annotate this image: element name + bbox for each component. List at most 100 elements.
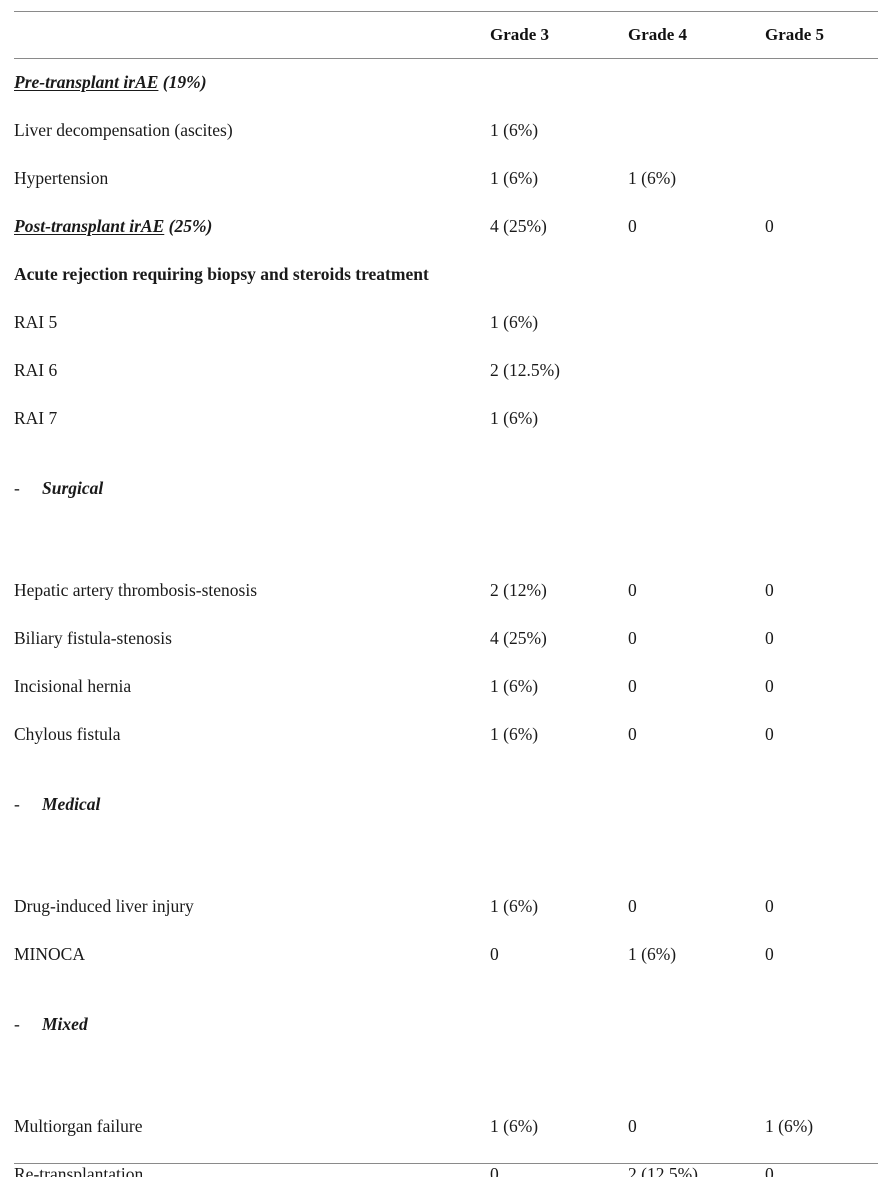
section-header-label: Post-transplant irAE (25%) [0, 202, 476, 250]
row-label: Liver decompensation (ascites) [14, 119, 233, 140]
table-row: Post-transplant irAE (25%) 4 (25%) 0 0 [0, 202, 895, 250]
cell-grade-3: 1 (6%) [490, 675, 539, 696]
row-label: Multiorgan failure [14, 1115, 143, 1136]
table-spacer-row [0, 512, 895, 566]
cell-grade-4: 1 (6%) [628, 167, 677, 188]
cell-grade-4 [614, 346, 751, 394]
cell-grade-4 [614, 250, 751, 298]
cell-grade-4: 0 [628, 627, 637, 648]
table-spacer-row [0, 828, 895, 882]
table-row: RAI 6 2 (12.5%) [0, 346, 895, 394]
cell-grade-5: 0 [765, 723, 774, 744]
row-label: Re-transplantation [14, 1163, 144, 1177]
cell-grade-5: 0 [765, 1163, 774, 1177]
table-bottom-rule [14, 1163, 878, 1164]
cell-grade-3: 4 (25%) [490, 627, 547, 648]
table-row: Multiorgan failure 1 (6%) 0 1 (6%) [0, 1102, 895, 1150]
table-row: Hypertension 1 (6%) 1 (6%) [0, 154, 895, 202]
cell-grade-5: 0 [765, 943, 774, 964]
column-header-label [0, 12, 476, 58]
table-row: Pre-transplant irAE (19%) [0, 58, 895, 106]
cell-grade-4 [614, 58, 751, 106]
cell-grade-5: 1 (6%) [765, 1115, 814, 1136]
cell-grade-3: 1 (6%) [490, 1115, 539, 1136]
adverse-events-table: Grade 3 Grade 4 Grade 5 Pre-transplant i… [0, 12, 895, 1177]
cell-grade-5 [751, 394, 895, 442]
row-label: RAI 5 [14, 311, 58, 332]
section-title: Post-transplant irAE [14, 215, 165, 236]
cell-grade-5: 0 [765, 627, 774, 648]
table-body: Pre-transplant irAE (19%) Liver decompens… [0, 58, 895, 1177]
row-label: RAI 7 [14, 407, 58, 428]
cell-grade-3 [476, 250, 614, 298]
bullet-title: Mixed [42, 1013, 88, 1034]
cell-grade-5 [751, 106, 895, 154]
table-header: Grade 3 Grade 4 Grade 5 [0, 12, 895, 58]
subsection-title: Acute rejection requiring biopsy and ste… [14, 263, 429, 284]
table-spacer-row [0, 758, 895, 780]
cell-grade-4: 0 [628, 215, 637, 236]
cell-grade-3: 4 (25%) [490, 215, 547, 236]
cell-grade-5 [751, 1000, 895, 1048]
row-label: Hypertension [14, 167, 109, 188]
cell-grade-3: 1 (6%) [490, 311, 539, 332]
cell-grade-4 [614, 464, 751, 512]
table-row: Drug-induced liver injury 1 (6%) 0 0 [0, 882, 895, 930]
column-header-grade-3: Grade 3 [490, 25, 550, 44]
cell-grade-3: 2 (12.5%) [490, 359, 560, 380]
cell-grade-3 [476, 58, 614, 106]
cell-grade-3 [476, 1000, 614, 1048]
cell-grade-3: 1 (6%) [490, 167, 539, 188]
cell-grade-4 [614, 394, 751, 442]
cell-grade-5 [751, 154, 895, 202]
cell-grade-4 [614, 106, 751, 154]
bullet-dash-marker: - [14, 1013, 20, 1034]
cell-grade-3: 1 (6%) [490, 119, 539, 140]
cell-grade-5 [751, 298, 895, 346]
cell-grade-4: 0 [628, 1115, 637, 1136]
cell-grade-5 [751, 58, 895, 106]
table-row: Re-transplantation 0 2 (12.5%) 0 [0, 1150, 895, 1177]
table-spacer-row [0, 1048, 895, 1102]
row-label: Incisional hernia [14, 675, 132, 696]
bullet-header-label: - Medical [0, 780, 476, 828]
section-percentage: (25%) [164, 215, 213, 236]
cell-grade-5 [751, 250, 895, 298]
cell-grade-3: 1 (6%) [490, 895, 539, 916]
table-row: Liver decompensation (ascites) 1 (6%) [0, 106, 895, 154]
bullet-header-label: - Mixed [0, 1000, 476, 1048]
bullet-header-label: - Surgical [0, 464, 476, 512]
table-row: Hepatic artery thrombosis-stenosis 2 (12%… [0, 566, 895, 614]
row-label: Hepatic artery thrombosis-stenosis [14, 579, 258, 600]
table-spacer-row [0, 442, 895, 464]
row-label: RAI 6 [14, 359, 58, 380]
cell-grade-4: 0 [628, 675, 637, 696]
table-header-rule [14, 58, 878, 59]
row-label: Biliary fistula-stenosis [14, 627, 172, 648]
table-row: MINOCA 0 1 (6%) 0 [0, 930, 895, 978]
table-row: - Surgical [0, 464, 895, 512]
cell-grade-5 [751, 346, 895, 394]
bullet-dash-marker: - [14, 477, 20, 498]
cell-grade-4: 2 (12.5%) [628, 1163, 698, 1177]
table-row: RAI 7 1 (6%) [0, 394, 895, 442]
bullet-title: Medical [42, 793, 101, 814]
row-label: Chylous fistula [14, 723, 121, 744]
section-percentage: (19%) [158, 71, 207, 92]
cell-grade-3 [476, 464, 614, 512]
table-row: Biliary fistula-stenosis 4 (25%) 0 0 [0, 614, 895, 662]
table-spacer-row [0, 978, 895, 1000]
cell-grade-5: 0 [765, 215, 774, 236]
cell-grade-5 [751, 780, 895, 828]
cell-grade-5: 0 [765, 895, 774, 916]
cell-grade-4 [614, 298, 751, 346]
row-label: MINOCA [14, 943, 85, 964]
subsection-header-label: Acute rejection requiring biopsy and ste… [0, 250, 476, 298]
cell-grade-5: 0 [765, 579, 774, 600]
cell-grade-3: 0 [490, 943, 499, 964]
bullet-dash-marker: - [14, 793, 20, 814]
cell-grade-4 [614, 1000, 751, 1048]
cell-grade-3: 1 (6%) [490, 407, 539, 428]
cell-grade-3: 2 (12%) [490, 579, 547, 600]
cell-grade-3: 1 (6%) [490, 723, 539, 744]
